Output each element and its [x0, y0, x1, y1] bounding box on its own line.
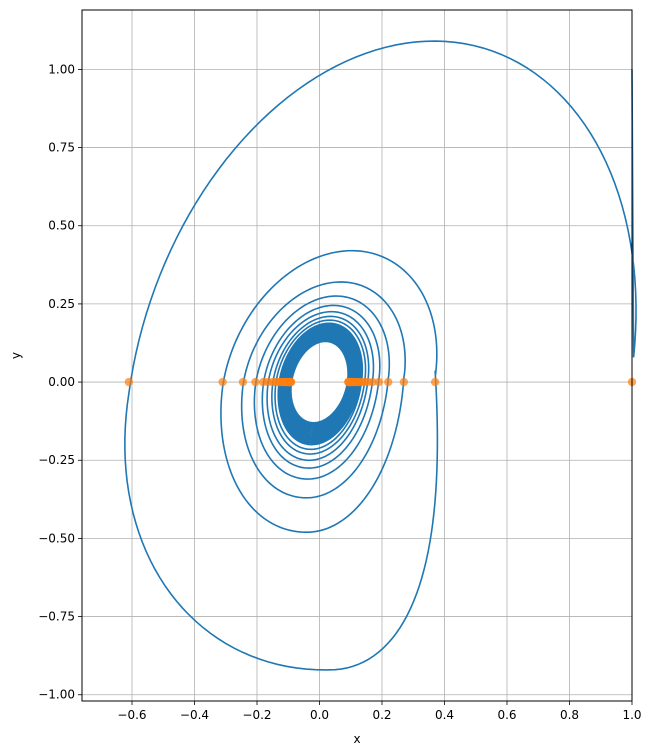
- x-tick-label: −0.4: [180, 708, 209, 722]
- x-tick-label: −0.6: [117, 708, 146, 722]
- crossing-point: [374, 377, 384, 387]
- crossing-point: [218, 377, 227, 387]
- crossing-point: [124, 377, 134, 387]
- x-axis-label: x: [353, 732, 360, 746]
- x-tick-label: 0.0: [310, 708, 329, 722]
- y-tick-label: 0.75: [48, 141, 75, 155]
- x-tick-label: −0.2: [242, 708, 271, 722]
- x-tick-label: 0.2: [372, 708, 391, 722]
- y-tick-label: 1.00: [48, 62, 75, 76]
- y-tick-label: −1.00: [38, 688, 75, 702]
- axis-ticks: −0.6 −0.4 −0.2 0.0 0.2 0.4 0.6 0.8 1.0 −1.00 −0.75…: [38, 62, 641, 722]
- crossing-point: [344, 377, 353, 387]
- y-axis-label: y: [9, 352, 23, 359]
- crossing-point: [399, 377, 409, 387]
- y-tick-label: −0.25: [38, 453, 75, 467]
- plot-frame: [81, 9, 633, 702]
- crossing-point: [238, 377, 248, 387]
- crossing-point: [384, 377, 393, 387]
- x-tick-label: 0.8: [560, 708, 579, 722]
- crossing-point: [251, 377, 260, 387]
- x-tick-label: 0.4: [435, 708, 454, 722]
- y-tick-label: 0.25: [48, 297, 75, 311]
- x-tick-label: 1.0: [622, 708, 641, 722]
- crossing-points-series: [124, 377, 637, 387]
- y-tick-label: 0.50: [48, 219, 75, 233]
- crossing-point: [430, 377, 440, 387]
- y-tick-label: −0.75: [38, 610, 75, 624]
- x-tick-label: 0.6: [497, 708, 516, 722]
- y-tick-label: −0.50: [38, 531, 75, 545]
- y-tick-label: 0.00: [48, 375, 75, 389]
- crossing-point: [286, 377, 296, 387]
